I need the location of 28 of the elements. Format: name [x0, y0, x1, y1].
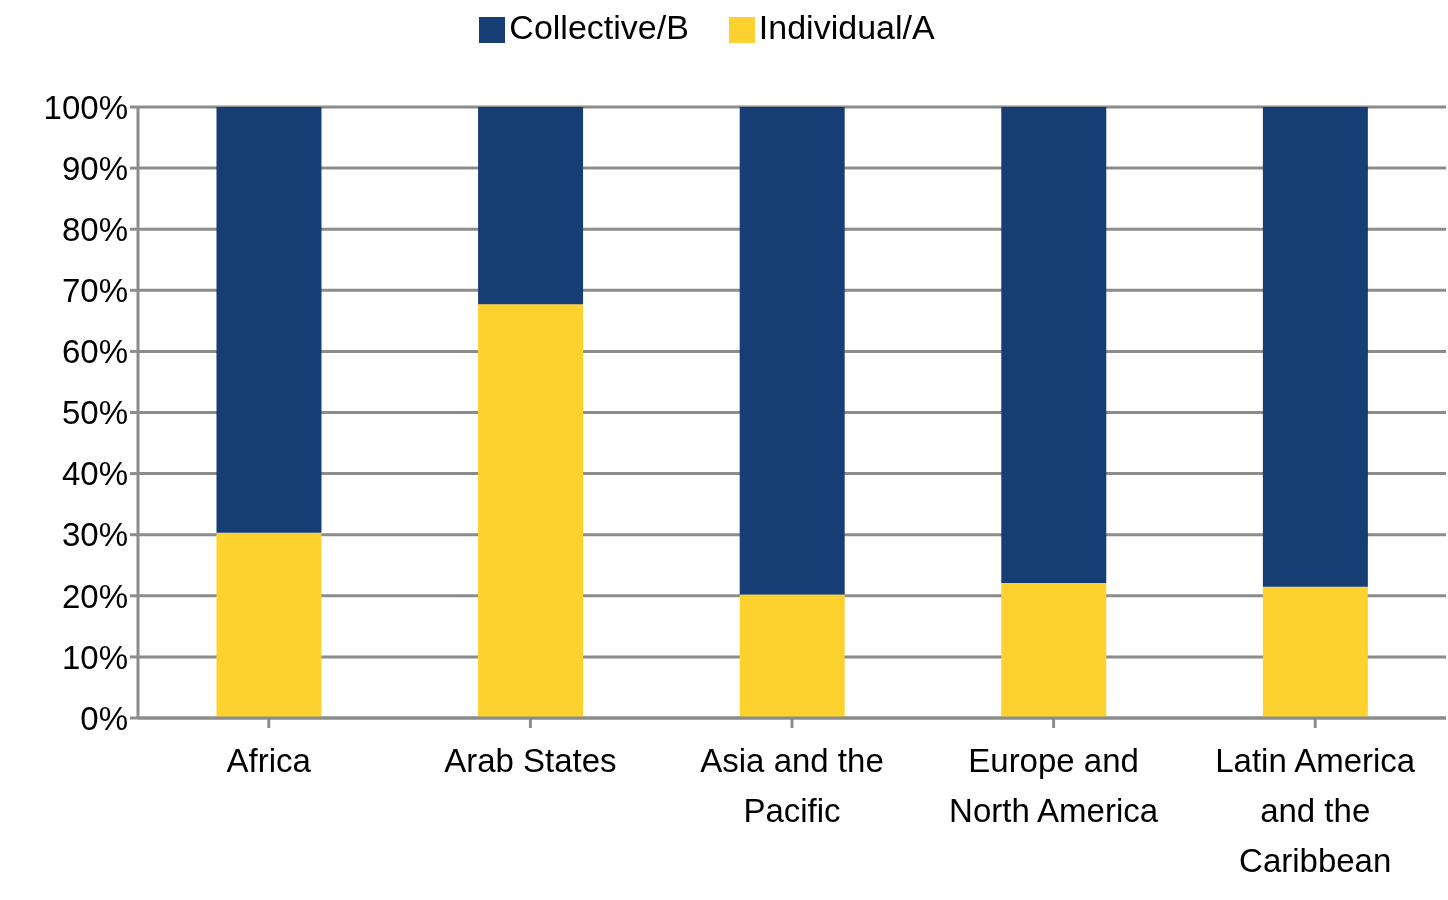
bar — [1262, 586, 1368, 718]
y-tick-label: 50% — [61, 394, 128, 432]
x-tick-label: Europe and North America — [949, 742, 1159, 829]
x-tick-label: Africa — [226, 742, 312, 779]
y-tick-label: 90% — [61, 149, 128, 187]
bar — [1001, 107, 1107, 583]
legend-label: Collective/B — [509, 8, 689, 46]
y-tick-label: 70% — [61, 272, 128, 310]
x-tick-label: Arab States — [444, 742, 617, 779]
bar — [739, 107, 845, 595]
y-tick-label: 40% — [61, 455, 128, 493]
bar — [478, 304, 584, 718]
y-tick-label: 30% — [61, 516, 128, 554]
bar — [216, 107, 322, 533]
bar — [739, 594, 845, 718]
bar — [1001, 582, 1107, 718]
bar — [1262, 107, 1368, 587]
legend-label: Individual/A — [758, 8, 935, 46]
y-tick-label: 0% — [80, 699, 128, 737]
y-tick-label: 100% — [43, 88, 128, 126]
x-tick-label: Asia and the Pacific — [700, 742, 884, 829]
y-tick-label: 80% — [61, 210, 128, 248]
x-tick-label: Latin America and the Caribbean — [1215, 742, 1416, 879]
bar — [216, 532, 322, 718]
y-tick-label: 60% — [61, 333, 128, 371]
y-tick-label: 20% — [61, 577, 128, 615]
bar — [478, 107, 584, 305]
y-tick-label: 10% — [61, 638, 128, 676]
